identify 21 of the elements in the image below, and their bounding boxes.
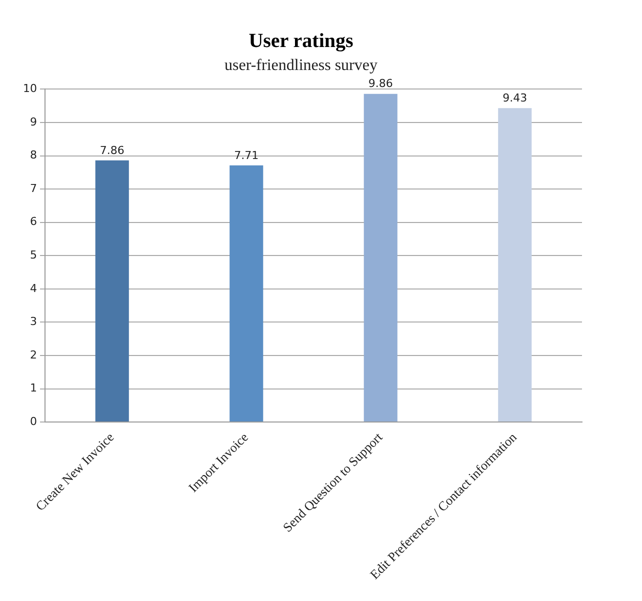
bar xyxy=(95,160,129,422)
y-tick-label: 6 xyxy=(30,215,37,228)
bar xyxy=(230,165,264,422)
chart-subtitle: user-friendliness survey xyxy=(224,56,378,74)
bar xyxy=(364,94,398,422)
data-label: 9.86 xyxy=(368,77,393,90)
y-tick-label: 3 xyxy=(30,315,37,328)
bar xyxy=(498,108,532,422)
data-label: 7.71 xyxy=(234,148,259,162)
y-tick-label: 4 xyxy=(30,282,37,295)
y-tick-label: 8 xyxy=(30,148,37,162)
y-tick-label: 2 xyxy=(30,348,37,362)
y-tick-label: 9 xyxy=(30,115,37,128)
y-tick-label: 5 xyxy=(30,248,37,262)
data-label: 7.86 xyxy=(100,144,124,157)
y-tick-label: 7 xyxy=(30,182,37,195)
chart-title: User ratings xyxy=(248,30,354,52)
y-tick-label: 10 xyxy=(22,82,37,96)
y-tick-label: 1 xyxy=(30,382,37,395)
data-label: 9.43 xyxy=(502,92,528,105)
y-tick-label: 0 xyxy=(30,414,37,428)
